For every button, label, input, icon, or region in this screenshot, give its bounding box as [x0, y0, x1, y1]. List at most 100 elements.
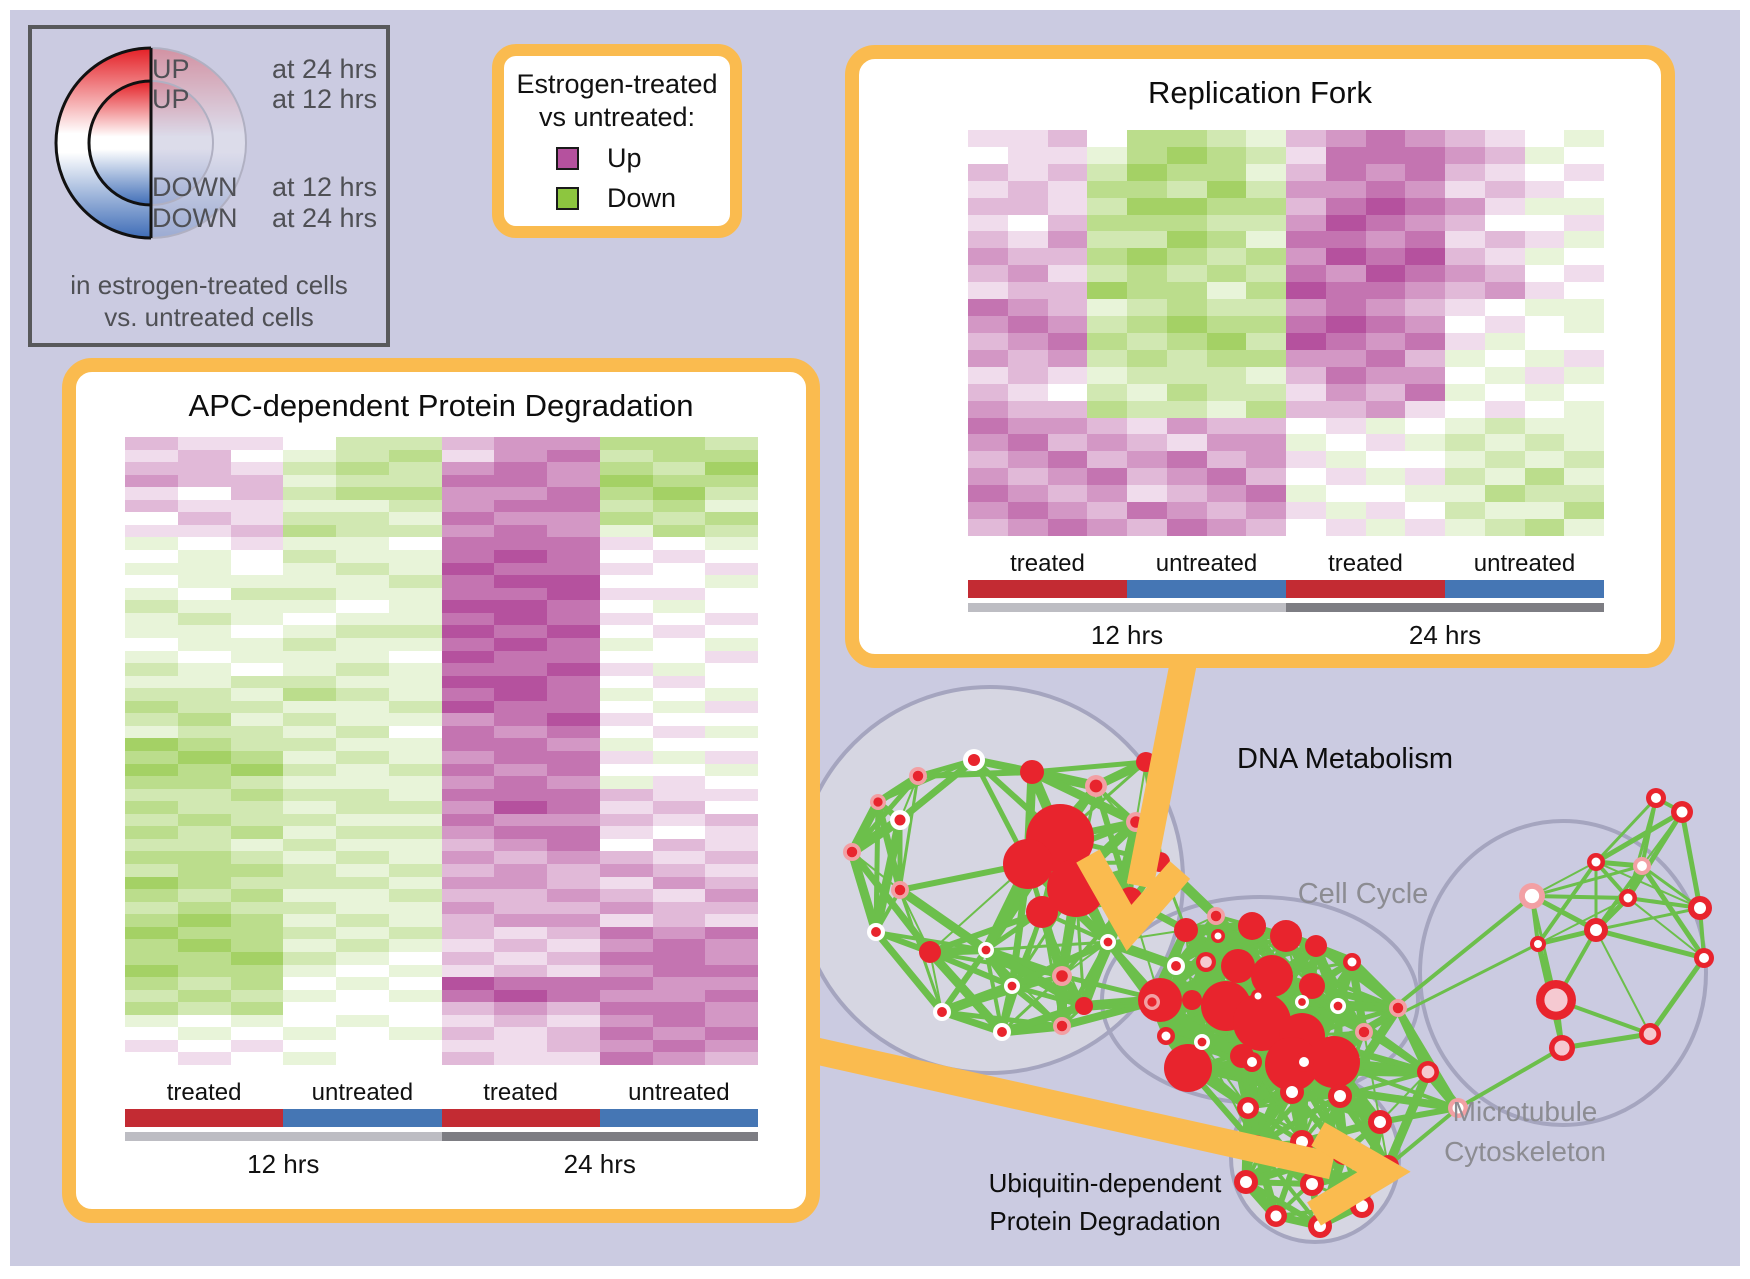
network-edge [1300, 999, 1366, 1035]
network-edge [847, 850, 881, 934]
network-edge [1348, 958, 1402, 1012]
network-edge [1379, 1105, 1459, 1125]
gene-node-s [1299, 973, 1325, 999]
network-edge [1640, 797, 1658, 867]
gene-node-s [1174, 918, 1198, 942]
network-edge [1679, 811, 1703, 909]
network-edge [985, 940, 1109, 952]
gene-node-q [1554, 1040, 1570, 1056]
down-color-swatch [556, 187, 579, 210]
apc-degradation-panel: APC-dependent Protein Degradation treate… [62, 358, 820, 1223]
gene-node-p [1056, 1020, 1068, 1032]
legend-footer-line1: in estrogen-treated cells [70, 270, 348, 300]
gene-node-o [1676, 806, 1688, 818]
legend-up-12-dir: UP [152, 84, 190, 114]
legend-item-up: Up [556, 143, 730, 174]
gene-node-o [1699, 953, 1709, 963]
gene-node-p [894, 884, 906, 896]
gene-node-q [1200, 956, 1212, 968]
gene-node-q [1421, 1065, 1435, 1079]
gene-node-v [1637, 861, 1647, 871]
apc-heatmap [125, 437, 758, 1065]
arrow-replication-fork-to-dna-head [1076, 849, 1191, 952]
gene-node-p [1210, 910, 1222, 922]
gene-node-o [1247, 1057, 1257, 1067]
gene-node-s [919, 941, 941, 963]
network-edge [941, 973, 1063, 1015]
gene-node-o [1694, 902, 1706, 914]
apc-time-bars [125, 1132, 758, 1141]
rf-panel-title: Replication Fork [1148, 75, 1372, 110]
legend-down-24-dir: DOWN [152, 203, 238, 233]
estrogen-legend-title-line1: Estrogen-treated [516, 69, 718, 99]
gene-node-s [1221, 949, 1255, 983]
legend-footer-line2: vs. untreated cells [104, 302, 314, 332]
gene-node-w [1007, 981, 1017, 991]
gene-node-s [1026, 896, 1058, 928]
gene-node-q [1643, 1027, 1657, 1041]
network-edge [1337, 1004, 1399, 1010]
gene-node-o [1286, 1086, 1298, 1098]
gene-node-p [1358, 1026, 1370, 1038]
arrow-apc-to-ubiquitin-shaft [809, 1036, 1335, 1180]
gene-node-w [1171, 961, 1181, 971]
gene-node-s [1233, 993, 1291, 1051]
network-edge [1627, 897, 1705, 959]
ubiquitin-degradation-label: Ubiquitin-dependent Protein Degradation [975, 1164, 1235, 1240]
network-edge [1595, 927, 1705, 961]
network-edge [939, 948, 989, 1014]
gene-node-w [997, 1027, 1007, 1037]
estrogen-updown-legend: Estrogen-treated vs untreated: Up Down [492, 44, 742, 238]
network-edge [1639, 864, 1707, 960]
gene-node-w [937, 1007, 947, 1017]
gene-node-v [1452, 1102, 1464, 1114]
legend-item-down: Down [556, 183, 730, 214]
gene-node-s [1075, 997, 1093, 1015]
legend-down-24-time: at 24 hrs [272, 203, 378, 233]
gene-node-o [1334, 1090, 1346, 1102]
gene-node-o [1534, 940, 1542, 948]
legend-down-12-time: at 12 hrs [272, 172, 378, 202]
gene-node-q [1544, 988, 1568, 1012]
gene-node-s [1270, 920, 1302, 952]
gene-node-s [1308, 1036, 1360, 1088]
network-edge [1457, 1046, 1563, 1110]
gene-node-s [1238, 912, 1266, 940]
legend-up-12-time: at 12 hrs [272, 84, 378, 114]
dna-metabolism-label: DNA Metabolism [1237, 743, 1453, 775]
gene-node-s [1138, 978, 1182, 1022]
gene-node-s [1182, 990, 1202, 1010]
network-edge [1079, 940, 1113, 1008]
apc-panel-title: APC-dependent Protein Degradation [188, 388, 694, 423]
gene-node-p [912, 770, 924, 782]
cell-cycle-label: Cell Cycle [1297, 878, 1429, 910]
gene-node-s [1003, 839, 1053, 889]
microtubule-cytoskeleton-label: Microtubule Cytoskeleton [1415, 1092, 1635, 1172]
network-edge [1561, 1031, 1651, 1051]
gene-node-p [1392, 1002, 1404, 1014]
network-edge [1531, 894, 1629, 900]
ubiquitin-label-line1: Ubiquitin-dependent [988, 1168, 1222, 1198]
rf-condition-labels: treated untreated treated untreated [1010, 550, 1576, 577]
network-edge [1217, 934, 1399, 1010]
ubiquitin-label-line2: Protein Degradation [989, 1206, 1221, 1236]
gene-node-o [1242, 1102, 1254, 1114]
network-edge [874, 801, 904, 891]
gene-node-v [1524, 888, 1540, 904]
network-edge [1362, 894, 1534, 1034]
gene-node-o [1356, 1200, 1368, 1212]
gene-node-p [1147, 997, 1157, 1007]
gene-node-o [1270, 1210, 1282, 1222]
arrow-apc-to-ubiquitin-head [1307, 1122, 1411, 1226]
microtubule-ellipse [1418, 819, 1708, 1127]
microtubule-label-line1: Microtubule [1452, 1096, 1598, 1127]
apc-condition-bars [125, 1109, 758, 1127]
gene-node-o [1591, 857, 1601, 867]
gene-node-o [1623, 893, 1633, 903]
network-edge [871, 819, 905, 933]
network-edge [898, 775, 920, 891]
gene-node-w [1197, 1037, 1207, 1047]
gene-node-s [1164, 1044, 1212, 1092]
rf-time-labels: 12 hrs 24 hrs [1090, 620, 1482, 650]
